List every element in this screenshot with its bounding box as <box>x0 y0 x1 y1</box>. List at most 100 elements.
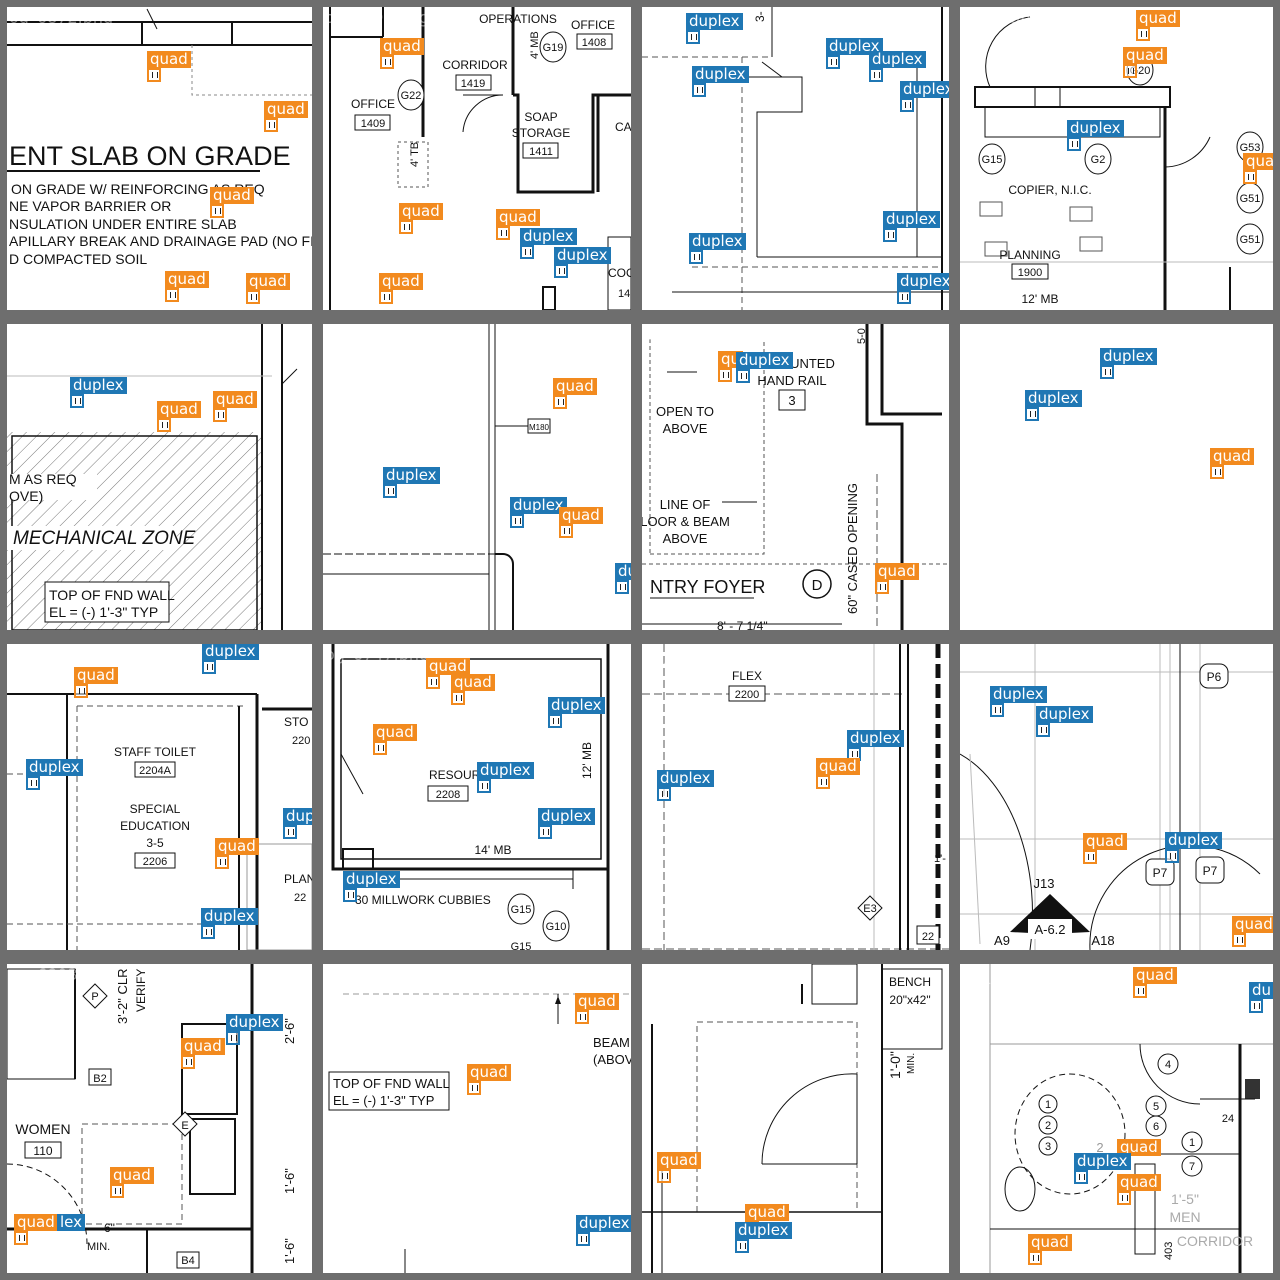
quad-receptacle-icon <box>181 1055 195 1069</box>
quad-receptacle-tag: quad <box>553 378 597 409</box>
quad-receptacle-icon <box>373 741 387 755</box>
tile-filename: og_6877.png <box>9 325 114 344</box>
tag-label: duplex <box>1074 1153 1131 1170</box>
plan-note: M AS REQ <box>9 471 77 487</box>
duplex-receptacle-icon <box>1025 407 1039 421</box>
room-name: NTRY FOYER <box>650 577 765 597</box>
dim-label: 4' MB <box>529 31 541 59</box>
quad-receptacle-icon <box>264 118 278 132</box>
room-number: 2200 <box>735 689 759 701</box>
duplex-receptacle-tag: duplex <box>735 1222 792 1253</box>
floor-plan-drawing: M180 <box>323 324 551 630</box>
tile-og-6752: og_6752.png MOUNTED HAND RAIL 3 OPEN TO … <box>642 324 949 630</box>
room-number: 2206 <box>143 856 167 868</box>
dim-label: 12' MB <box>580 742 594 779</box>
tag-label: duplex <box>735 1222 792 1239</box>
tag-id: B4 <box>181 1255 194 1267</box>
plan-note: EL = (-) 1'-3" TYP <box>49 604 158 620</box>
quad-receptacle-tag: quad <box>157 401 201 432</box>
floor-plan-drawing: TOP OF FND WALL EL = (-) 1'-3" TYP BEAM … <box>328 993 631 1273</box>
tag-id: 1 <box>1189 1137 1195 1149</box>
duplex-receptacle-tag: duplex <box>70 377 127 408</box>
tag-label: duplex <box>883 211 940 228</box>
plan-note: EL = (-) 1'-3" TYP <box>333 1093 434 1108</box>
tag-label: duplex <box>201 908 258 925</box>
room-name: CORRIDOR <box>1177 1233 1253 1249</box>
room-name: SOAP <box>524 110 557 124</box>
floor-plan-drawing: 4 1 2 3 5 6 1 7 24 2 1'-5" MEN CORRIDOR … <box>989 964 1273 1273</box>
duplex-receptacle-tag: duplex <box>1025 390 1082 421</box>
tag-label: duplex <box>1067 120 1124 137</box>
room-number: MEN <box>1169 1209 1200 1225</box>
room-name: COOL <box>608 266 631 280</box>
dim-label: 12' MB <box>1022 292 1059 306</box>
quad-receptacle-tag: quad <box>165 271 209 302</box>
tag-id: G15 <box>511 904 532 916</box>
duplex-receptacle-icon <box>477 779 491 793</box>
tag-label: duplex <box>554 247 611 264</box>
tag-label: quad <box>496 209 540 226</box>
quad-receptacle-icon <box>1232 933 1246 947</box>
quad-receptacle-tag: quad <box>559 507 603 538</box>
tile-og-6796: og_6796.png M180 quad duplex duplex quad… <box>323 324 631 630</box>
tag-label: duplex <box>383 467 440 484</box>
quad-receptacle-icon <box>157 418 171 432</box>
dim-label: 1'-0" <box>887 1051 903 1079</box>
dim-label: VERIFY <box>134 969 148 1012</box>
duplex-receptacle-tag: duplex <box>1036 706 1093 737</box>
tag-label: quad <box>165 271 209 288</box>
quad-receptacle-icon <box>147 68 161 82</box>
plan-note: HAND RAIL <box>757 373 826 388</box>
tag-label: quad <box>213 391 257 408</box>
floor-plan-drawing: ENT SLAB ON GRADE ON GRADE W/ REINFORCIN… <box>7 8 312 267</box>
tag-label: du <box>615 563 631 580</box>
tag-label: duplex <box>202 644 259 660</box>
tile-og-6756: og_6756.png G20 G15 G2 G53 G51 G51 COPIE… <box>960 7 1273 310</box>
tag-label: quad <box>1123 47 1167 64</box>
quad-receptacle-icon <box>213 408 227 422</box>
quad-receptacle-icon <box>426 675 440 689</box>
tag-label: quad <box>373 724 417 741</box>
room-name: PLANNING <box>999 248 1060 262</box>
duplex-receptacle-tag: duplex <box>576 1215 631 1246</box>
duplex-receptacle-tag: duplex <box>26 759 83 790</box>
plan-note: D COMPACTED SOIL <box>9 251 147 267</box>
quad-receptacle-tag: quad <box>147 51 191 82</box>
duplex-receptacle-tag: duplex <box>1100 348 1157 379</box>
floor-plan-drawing: P 3'-2" CLR VERIFY B2 WOMEN 110 E 2'-6" … <box>7 964 297 1273</box>
duplex-receptacle-icon <box>510 514 524 528</box>
quad-receptacle-icon <box>210 204 224 218</box>
quad-receptacle-icon <box>718 368 732 382</box>
plan-note: 20"x42" <box>889 993 930 1007</box>
room-name: 3-5 <box>146 836 164 850</box>
quad-receptacle-icon <box>1083 850 1097 864</box>
room-number: 2208 <box>436 789 460 801</box>
room-name: OFFICE <box>571 18 615 32</box>
tag-id: G51 <box>1240 193 1261 205</box>
duplex-receptacle-icon <box>736 369 750 383</box>
quad-receptacle-icon <box>875 580 889 594</box>
floor-plan-drawing: MOUNTED HAND RAIL 3 OPEN TO ABOVE LINE O… <box>642 324 949 630</box>
tag-label: quad <box>575 993 619 1010</box>
room-name: CA <box>615 120 631 134</box>
duplex-receptacle-icon <box>692 83 706 97</box>
tag-id: J13 <box>1034 876 1055 891</box>
duplex-receptacle-tag: duplex <box>826 38 883 69</box>
plan-note: LINE OF <box>660 497 711 512</box>
quad-receptacle-tag: quad <box>110 1167 154 1198</box>
quad-receptacle-tag: quad <box>1210 448 1254 479</box>
tag-label: quad <box>246 273 290 290</box>
tag-label: duplex <box>26 759 83 776</box>
tag-label: quad <box>379 273 423 290</box>
tag-label: quad <box>451 674 495 691</box>
dim-label: -6" <box>100 1221 115 1235</box>
tag-label: duplex <box>689 233 746 250</box>
duplex-receptacle-icon <box>283 825 297 839</box>
duplex-receptacle-tag: duplex <box>477 762 534 793</box>
quad-receptacle-tag: quad <box>1028 1234 1072 1265</box>
duplex-receptacle-icon <box>26 776 40 790</box>
duplex-receptacle-tag: duplex <box>202 644 259 674</box>
duplex-receptacle-tag: duplex <box>900 81 949 112</box>
tag-label: duplex <box>538 808 595 825</box>
quad-receptacle-tag: quad <box>875 563 919 594</box>
